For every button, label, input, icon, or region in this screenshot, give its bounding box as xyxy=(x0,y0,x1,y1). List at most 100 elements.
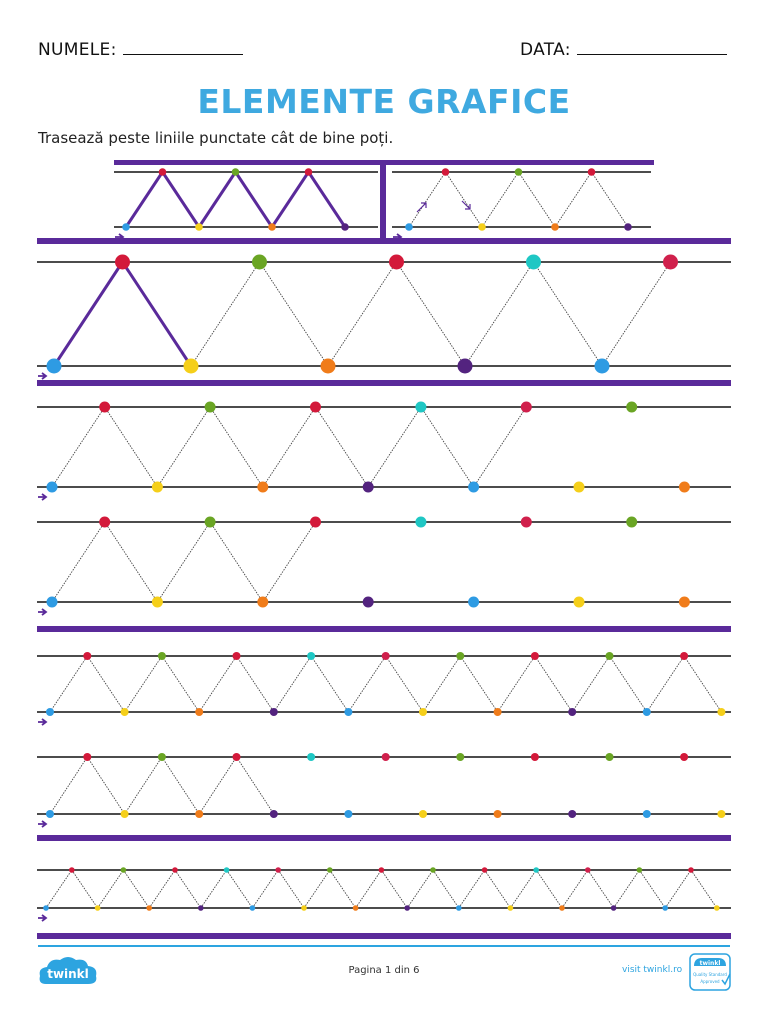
top-dot xyxy=(115,254,130,270)
trace-segment xyxy=(484,869,511,909)
site-link[interactable]: visit twinkl.ro xyxy=(622,965,683,975)
trace-segment xyxy=(209,406,264,488)
start-arrow-icon xyxy=(393,233,403,241)
pre-traced-segment xyxy=(270,171,310,228)
top-dot xyxy=(252,254,267,270)
bottom-dot xyxy=(94,905,101,911)
bottom-dot xyxy=(352,905,359,911)
pre-traced-segment xyxy=(161,171,201,228)
trace-segment xyxy=(236,756,275,815)
pre-traced-segment xyxy=(124,171,164,228)
top-dot xyxy=(587,168,596,176)
trace-segment xyxy=(327,261,397,367)
trace-segment xyxy=(86,655,125,713)
bottom-dot xyxy=(678,481,690,493)
trace-segment xyxy=(190,261,260,367)
divider-band xyxy=(37,933,731,939)
trace-segment xyxy=(464,261,534,367)
badge-line-3: Approved xyxy=(700,979,720,984)
trace-segment xyxy=(587,869,614,909)
start-arrow-icon xyxy=(38,608,48,616)
trace-segment xyxy=(161,655,200,713)
trace-segment xyxy=(459,655,498,713)
trace-segment xyxy=(367,406,422,488)
trace-segment xyxy=(535,869,563,909)
trace-segment xyxy=(422,655,461,713)
bottom-dot xyxy=(624,223,632,231)
divider-band xyxy=(37,238,731,244)
top-dot xyxy=(157,753,166,761)
bottom-dot xyxy=(717,708,726,716)
trace-segment xyxy=(71,869,98,909)
trace-segment xyxy=(49,756,88,815)
trace-segment xyxy=(226,869,253,909)
trace-segment xyxy=(458,869,485,909)
bottom-dot xyxy=(568,810,577,818)
top-dot xyxy=(585,867,591,873)
top-dot xyxy=(310,401,321,413)
top-dot xyxy=(415,516,427,528)
trace-segment xyxy=(148,869,176,909)
bottom-dot xyxy=(714,905,720,911)
top-dot xyxy=(232,753,241,761)
trace-segment xyxy=(209,521,264,603)
bottom-dot xyxy=(120,810,129,818)
name-blank-line[interactable] xyxy=(122,40,243,55)
trace-segment xyxy=(86,756,125,815)
top-dot xyxy=(307,652,316,660)
top-dot xyxy=(520,401,532,413)
bottom-dot xyxy=(257,596,269,608)
top-dot xyxy=(381,753,390,761)
bottom-dot xyxy=(320,358,336,374)
top-dot xyxy=(663,254,678,270)
name-field[interactable]: NUMELE: xyxy=(38,40,243,60)
trace-segment xyxy=(45,869,73,909)
date-blank-line[interactable] xyxy=(576,40,727,55)
trace-segment xyxy=(381,869,408,909)
top-dot xyxy=(430,867,436,873)
bottom-dot xyxy=(46,358,62,374)
bottom-dot xyxy=(195,708,204,716)
trace-segment xyxy=(613,869,640,909)
trace-segment xyxy=(408,171,446,228)
trace-segment xyxy=(236,655,275,713)
trace-segment xyxy=(591,171,629,228)
trace-segment xyxy=(252,869,279,909)
divider-band xyxy=(37,626,731,632)
page-number: Pagina 1 din 6 xyxy=(348,965,420,976)
trace-segment xyxy=(303,869,331,909)
tracing-worksheet[interactable] xyxy=(0,0,768,945)
trace-segment xyxy=(259,261,329,367)
trace-segment xyxy=(385,655,424,713)
bottom-dot xyxy=(198,905,204,911)
bottom-dot xyxy=(146,905,152,911)
trace-segment xyxy=(277,869,305,909)
top-dot xyxy=(204,401,216,413)
top-dot xyxy=(636,867,643,873)
top-dot xyxy=(626,401,638,413)
top-dot xyxy=(530,753,539,761)
start-arrow-icon xyxy=(115,233,125,241)
top-dot xyxy=(481,867,488,873)
bottom-dot xyxy=(642,708,651,716)
bottom-dot xyxy=(301,905,307,911)
trace-segment xyxy=(518,171,556,228)
trace-segment xyxy=(481,171,519,228)
bottom-dot xyxy=(341,223,349,231)
check-icon xyxy=(721,973,731,986)
trace-segment xyxy=(198,756,237,815)
bottom-dot xyxy=(46,810,54,818)
pre-traced-segment xyxy=(234,171,274,228)
pre-traced-segment xyxy=(121,261,193,367)
date-field[interactable]: DATA: xyxy=(520,40,727,60)
pre-traced-segment xyxy=(52,261,124,367)
footer-divider xyxy=(38,945,730,947)
top-dot xyxy=(158,168,167,176)
direction-up-icon xyxy=(416,202,427,213)
page-title: ELEMENTE GRAFICE xyxy=(197,82,571,121)
bottom-dot xyxy=(46,596,58,608)
top-dot xyxy=(415,401,427,413)
top-dot xyxy=(69,867,75,873)
trace-segment xyxy=(348,655,387,713)
bottom-dot xyxy=(493,708,502,716)
